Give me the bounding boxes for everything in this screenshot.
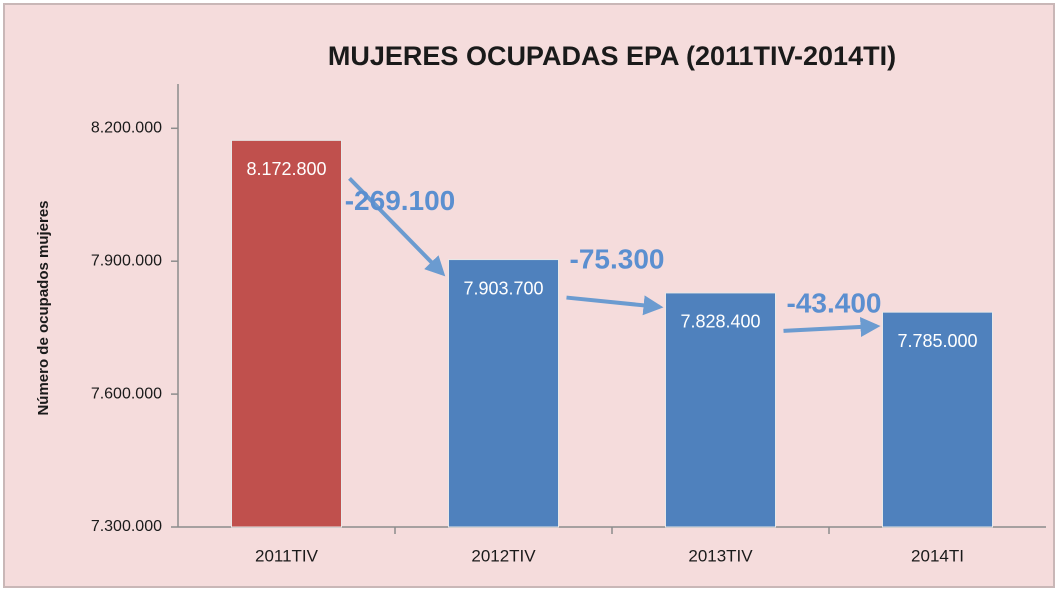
annotation: -269.100 — [345, 185, 456, 216]
bar — [231, 139, 342, 528]
value-label: 8.172.800 — [246, 159, 326, 179]
bar — [665, 292, 776, 528]
y-tick-label: 7.300.000 — [91, 518, 162, 535]
bar — [882, 311, 993, 528]
chart-title: MUJERES OCUPADAS EPA (2011TIV-2014TI) — [328, 41, 896, 71]
annotation: -75.300 — [570, 243, 665, 274]
x-tick-label: 2013TIV — [688, 546, 753, 565]
value-label: 7.903.700 — [463, 278, 543, 298]
y-tick-label: 7.900.000 — [91, 252, 162, 269]
annotation: -43.400 — [787, 288, 882, 319]
x-tick-label: 2012TIV — [471, 546, 536, 565]
arrow — [566, 295, 664, 316]
x-tick-label: 2014TI — [911, 546, 964, 565]
x-tick-label: 2011TIV — [255, 546, 319, 565]
y-tick-label: 8.200.000 — [91, 120, 162, 137]
value-label: 7.828.400 — [680, 312, 760, 332]
y-axis-label: Número de ocupados mujeres — [35, 200, 52, 415]
arrow — [783, 316, 881, 337]
y-tick-label: 7.600.000 — [91, 385, 162, 402]
arrow — [348, 176, 446, 277]
bar — [448, 259, 559, 528]
value-label: 7.785.000 — [897, 331, 977, 351]
